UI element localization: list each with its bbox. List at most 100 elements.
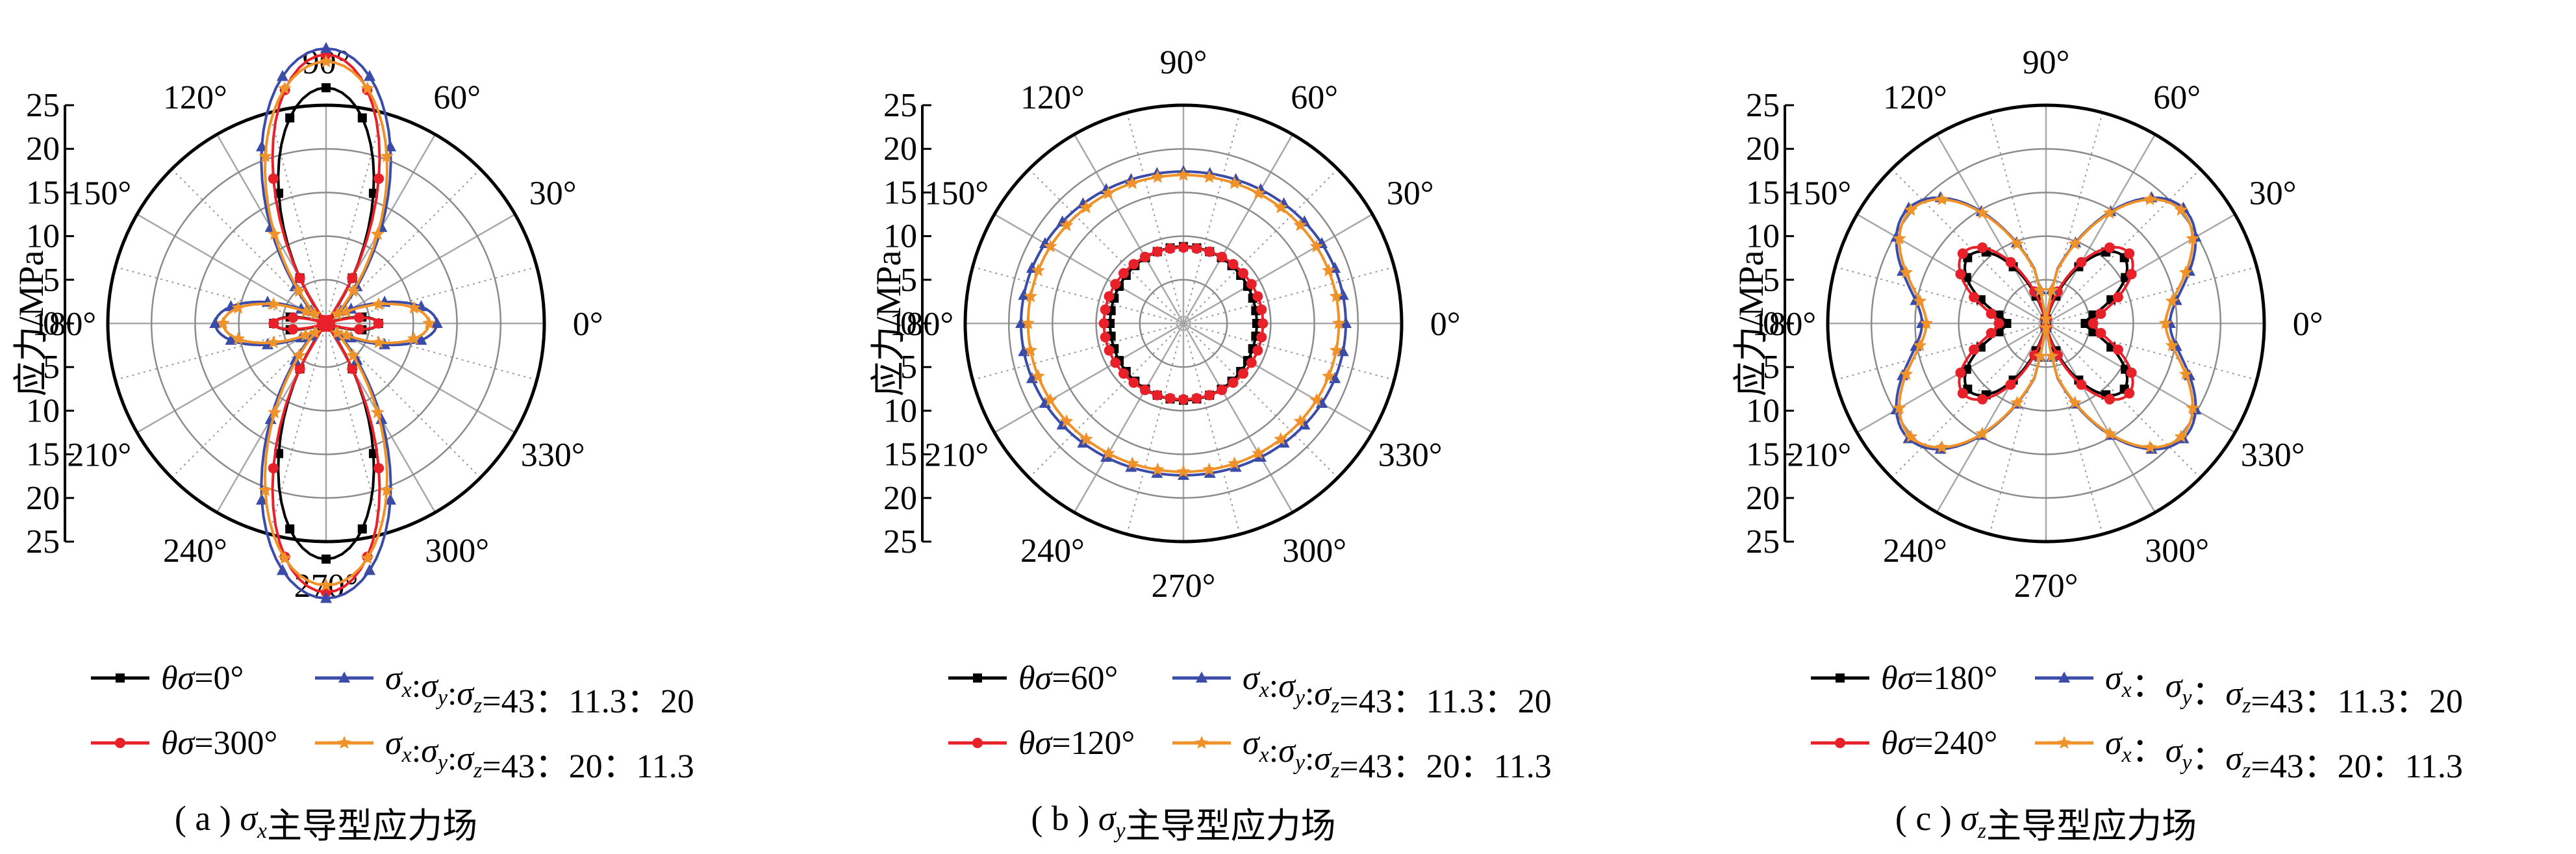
data-point [1079, 200, 1093, 214]
legend-marker [2057, 736, 2071, 749]
radial-tick-label: 25 [26, 523, 60, 560]
data-point [2178, 265, 2193, 279]
data-point [380, 483, 394, 496]
spoke-major [325, 213, 516, 325]
data-point [1217, 384, 1228, 396]
data-point [1204, 246, 1215, 257]
series-red [268, 49, 385, 597]
data-point [285, 524, 295, 534]
data-point [364, 69, 376, 81]
angle-label-120: 120° [1883, 79, 1947, 116]
data-point [1309, 393, 1324, 407]
radial-axis-label: 应力/MPa [869, 250, 908, 396]
grid-circle [1870, 147, 2222, 499]
grid-circle [150, 147, 502, 499]
spoke-major [1856, 322, 2047, 434]
spoke-major [2045, 134, 2156, 324]
data-point [1150, 170, 1165, 183]
data-point [2039, 312, 2053, 325]
data-point [2068, 396, 2082, 409]
data-point [351, 353, 363, 365]
data-point [2045, 283, 2059, 297]
spoke-minor [972, 323, 1184, 381]
data-point [268, 405, 282, 419]
data-point [1128, 377, 1139, 388]
radial-tick-label: 20 [1746, 131, 1780, 168]
data-point [2143, 440, 2157, 453]
data-point [2186, 401, 2200, 414]
data-point [1904, 203, 1918, 216]
spoke-minor [1028, 168, 1184, 324]
data-point [1202, 462, 1217, 476]
data-point [1039, 396, 1051, 408]
legend-label: σx:σy:σz=43：20：11.3 [385, 725, 694, 785]
legend-marker [337, 736, 351, 749]
spoke-minor [325, 112, 383, 324]
data-point [2005, 257, 2016, 268]
data-point [364, 564, 376, 575]
legend-marker [116, 673, 125, 683]
data-point [1018, 288, 1030, 300]
polar-panel-2: 25 20 15 10 5 0 5 10 15 20 25 应力/MPa 0° 30° 60° 90° 120°… [869, 44, 1552, 846]
data-point [373, 318, 384, 329]
angle-label-240: 240° [1020, 533, 1085, 570]
data-point [1975, 426, 1989, 440]
data-point [1178, 394, 1189, 405]
spoke-major [2045, 323, 2156, 513]
panel-caption: ( c ) σz主导型应力场 [1895, 799, 2197, 846]
data-point [1056, 418, 1068, 430]
data-point [1018, 345, 1030, 357]
angle-label-330: 330° [1378, 437, 1443, 474]
angle-label-30: 30° [1387, 175, 1434, 212]
data-point [1079, 432, 1093, 446]
data-point [1021, 316, 1035, 329]
data-point [1892, 401, 1906, 414]
angle-label-0: 0° [2293, 306, 2323, 343]
data-point [1015, 317, 1028, 328]
spoke-major [1936, 134, 2047, 324]
angle-label-180: 180° [32, 306, 96, 343]
angle-label-0: 0° [1430, 306, 1461, 343]
radial-tick-label: 25 [883, 87, 917, 124]
data-point [370, 227, 385, 240]
data-point [1246, 279, 1257, 290]
spoke-minor [2045, 323, 2257, 381]
radial-tick-label: 10 [1746, 218, 1780, 255]
data-point [1031, 369, 1045, 383]
data-point [256, 140, 268, 152]
legend-marker [1196, 672, 1207, 683]
data-point [1986, 308, 1997, 320]
data-point [1191, 393, 1202, 404]
data-point [276, 564, 288, 575]
data-point [353, 323, 364, 334]
angle-label-90: 90° [2023, 44, 2070, 81]
data-point [1256, 332, 1267, 343]
data-point [353, 312, 364, 323]
radial-tick-label: 10 [1746, 392, 1780, 429]
data-point [1252, 291, 1263, 302]
spoke-minor [2045, 323, 2201, 479]
data-point [288, 312, 299, 323]
radial-tick-label: 15 [1746, 436, 1780, 473]
spoke-major [1856, 213, 2047, 325]
data-point [1165, 243, 1176, 254]
radial-axis-label: 应力/MPa [1732, 250, 1771, 396]
angle-label-330: 330° [2241, 437, 2305, 474]
data-point [1043, 239, 1057, 253]
data-point [2068, 236, 2082, 250]
data-point [1024, 289, 1038, 303]
data-point [1337, 345, 1349, 357]
data-point [373, 462, 385, 473]
spoke-minor [2045, 266, 2257, 324]
data-point [1100, 304, 1111, 315]
legend: θσ=60° σx:σy:σz=43：11.3：20 θσ=120° σx:σy:σz… [948, 660, 1552, 785]
radial-tick-label: 10 [883, 392, 917, 429]
data-point [1228, 377, 1239, 388]
angle-label-120: 120° [163, 79, 227, 116]
radial-tick-label: 0 [900, 305, 917, 342]
data-point [1150, 462, 1165, 476]
data-point [1256, 304, 1267, 315]
data-point [1228, 258, 1239, 270]
